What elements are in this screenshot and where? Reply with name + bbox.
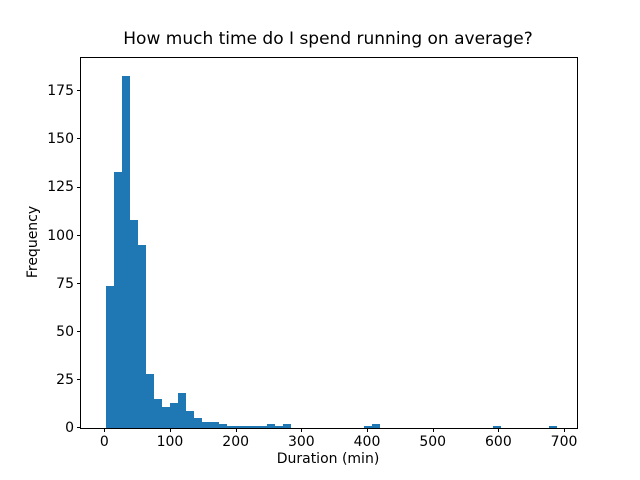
- histogram-bar: [178, 393, 187, 428]
- histogram-bar: [210, 422, 219, 428]
- histogram-bar: [549, 426, 558, 428]
- chart-title: How much time do I spend running on aver…: [123, 29, 533, 49]
- x-tick-label: 100: [156, 434, 184, 450]
- histogram-bar: [275, 426, 284, 428]
- x-tick-mark: [104, 428, 106, 432]
- histogram-bar: [283, 424, 292, 428]
- histogram-bar: [121, 75, 130, 428]
- y-tick-mark: [77, 427, 81, 428]
- histogram-bar: [194, 418, 203, 428]
- plot-area: 0 100 200 300 400 500 600 700 0 25 50 75 100 125 150 17…: [47, 57, 578, 449]
- histogram-bar: [137, 245, 146, 428]
- y-tick-mark: [77, 138, 81, 140]
- histogram-bar: [492, 426, 501, 428]
- y-tick-label: 125: [47, 179, 74, 196]
- y-tick-label: 175: [47, 83, 74, 100]
- x-tick-mark: [498, 428, 500, 432]
- x-tick-label: 0: [99, 434, 109, 450]
- y-tick-label: 150: [47, 131, 74, 148]
- y-tick-label: 0: [65, 420, 74, 436]
- x-tick-mark: [301, 428, 303, 432]
- histogram-bar: [258, 426, 267, 428]
- histogram-bar: [129, 220, 138, 428]
- x-axis-label: Duration (min): [276, 451, 380, 467]
- histogram-bar: [250, 426, 259, 428]
- y-tick-mark: [77, 378, 81, 380]
- histogram-bar: [226, 426, 235, 428]
- histogram-bar: [202, 422, 211, 428]
- histogram-bar: [145, 374, 155, 428]
- histogram-bar: [170, 403, 179, 428]
- histogram-bar: [186, 410, 195, 428]
- x-tick-mark: [169, 428, 171, 432]
- x-tick-label: 600: [485, 434, 512, 450]
- histogram-bar: [218, 424, 227, 428]
- x-tick-mark: [367, 428, 369, 432]
- x-tick-mark: [432, 428, 434, 432]
- histogram-bar: [162, 406, 171, 428]
- y-tick-label: 25: [56, 371, 74, 388]
- histogram-bar: [113, 172, 122, 428]
- histogram-bar: [242, 426, 251, 428]
- x-tick-label: 700: [550, 434, 578, 450]
- histogram-bar: [371, 424, 380, 428]
- y-tick-mark: [77, 186, 81, 188]
- y-tick-mark: [77, 90, 81, 92]
- y-tick-label: 100: [47, 227, 74, 244]
- histogram-bar: [234, 426, 243, 428]
- histogram-bar: [267, 424, 276, 428]
- y-tick-mark: [77, 330, 81, 332]
- histogram-bar: [105, 285, 114, 428]
- y-tick-label: 50: [56, 323, 74, 340]
- x-tick-label: 200: [222, 434, 250, 450]
- histogram-bar: [363, 426, 372, 428]
- y-tick-mark: [77, 234, 81, 236]
- x-tick-mark: [235, 428, 237, 432]
- histogram-bar: [154, 399, 163, 428]
- x-tick-label: 400: [353, 434, 381, 450]
- y-tick-label: 75: [56, 275, 74, 292]
- y-tick-mark: [77, 282, 81, 284]
- x-tick-label: 300: [287, 434, 315, 450]
- x-tick-label: 500: [419, 434, 447, 450]
- x-tick-mark: [564, 428, 566, 432]
